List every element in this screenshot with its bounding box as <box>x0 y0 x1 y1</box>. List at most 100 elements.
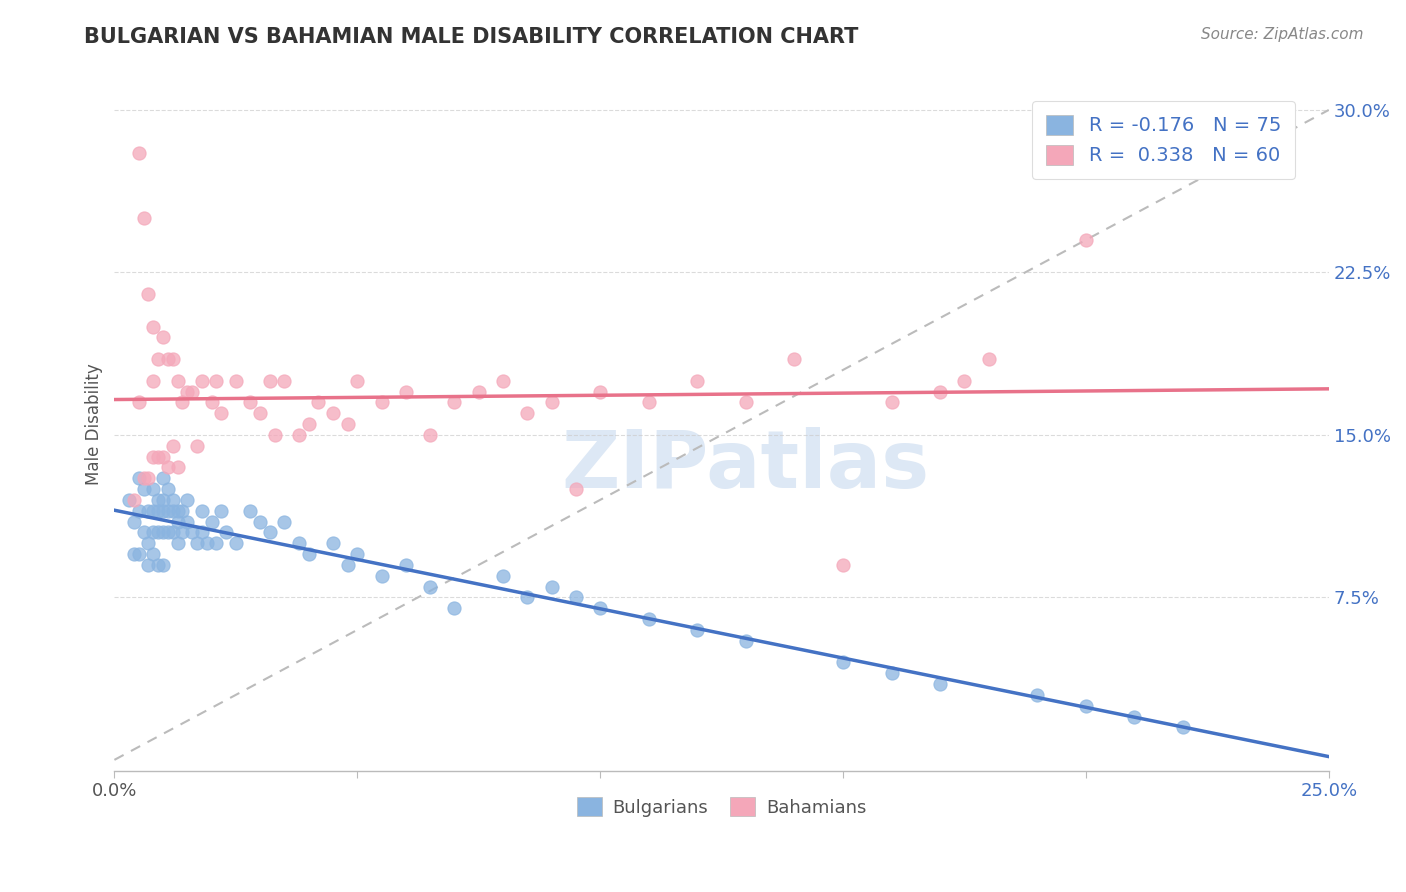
Point <box>122 492 145 507</box>
Point <box>288 536 311 550</box>
Point <box>516 406 538 420</box>
Point <box>176 515 198 529</box>
Point <box>492 568 515 582</box>
Point <box>128 504 150 518</box>
Point <box>322 406 344 420</box>
Point <box>1123 709 1146 723</box>
Point <box>128 395 150 409</box>
Text: Source: ZipAtlas.com: Source: ZipAtlas.com <box>1201 27 1364 42</box>
Point <box>225 374 247 388</box>
Point <box>152 330 174 344</box>
Point <box>370 568 392 582</box>
Point <box>166 374 188 388</box>
Point <box>146 558 169 572</box>
Point <box>142 547 165 561</box>
Point <box>156 460 179 475</box>
Point <box>162 525 184 540</box>
Point <box>977 352 1000 367</box>
Point <box>138 504 160 518</box>
Point <box>142 482 165 496</box>
Point <box>288 428 311 442</box>
Point <box>929 384 952 399</box>
Point <box>540 395 562 409</box>
Point <box>1171 720 1194 734</box>
Point <box>589 384 612 399</box>
Point <box>637 395 659 409</box>
Point <box>172 395 194 409</box>
Point <box>162 439 184 453</box>
Legend: Bulgarians, Bahamians: Bulgarians, Bahamians <box>569 790 873 824</box>
Point <box>273 374 295 388</box>
Point <box>783 352 806 367</box>
Point <box>132 525 155 540</box>
Point <box>565 591 588 605</box>
Point <box>419 580 441 594</box>
Point <box>686 623 709 637</box>
Y-axis label: Male Disability: Male Disability <box>86 363 103 485</box>
Point <box>346 374 368 388</box>
Point <box>953 374 976 388</box>
Text: BULGARIAN VS BAHAMIAN MALE DISABILITY CORRELATION CHART: BULGARIAN VS BAHAMIAN MALE DISABILITY CO… <box>84 27 859 46</box>
Point <box>1074 698 1097 713</box>
Point <box>162 352 184 367</box>
Point <box>166 460 188 475</box>
Point <box>298 417 321 431</box>
Point <box>176 492 198 507</box>
Point <box>128 146 150 161</box>
Point <box>142 319 165 334</box>
Point <box>181 525 204 540</box>
Point <box>200 395 222 409</box>
Point <box>122 547 145 561</box>
Point <box>146 525 169 540</box>
Point <box>307 395 329 409</box>
Point <box>929 677 952 691</box>
Point <box>191 374 214 388</box>
Point <box>156 482 179 496</box>
Point <box>156 525 179 540</box>
Point <box>734 633 756 648</box>
Point <box>166 515 188 529</box>
Point <box>880 395 903 409</box>
Point <box>336 558 359 572</box>
Point <box>156 504 179 518</box>
Point <box>146 492 169 507</box>
Point <box>419 428 441 442</box>
Point <box>209 406 232 420</box>
Point <box>370 395 392 409</box>
Point <box>832 656 855 670</box>
Point <box>138 536 160 550</box>
Point <box>122 515 145 529</box>
Point <box>191 504 214 518</box>
Point <box>467 384 489 399</box>
Point <box>205 536 228 550</box>
Point <box>128 547 150 561</box>
Point <box>152 471 174 485</box>
Point <box>200 515 222 529</box>
Point <box>443 395 465 409</box>
Point <box>273 515 295 529</box>
Point <box>162 504 184 518</box>
Point <box>181 384 204 399</box>
Point <box>239 504 262 518</box>
Point <box>239 395 262 409</box>
Point <box>205 374 228 388</box>
Point <box>259 374 281 388</box>
Point <box>152 525 174 540</box>
Point <box>138 471 160 485</box>
Point <box>249 515 271 529</box>
Point <box>138 287 160 301</box>
Point <box>832 558 855 572</box>
Point <box>298 547 321 561</box>
Point <box>132 471 155 485</box>
Point <box>589 601 612 615</box>
Point <box>142 374 165 388</box>
Point <box>263 428 285 442</box>
Point <box>637 612 659 626</box>
Point <box>176 384 198 399</box>
Point <box>516 591 538 605</box>
Point <box>395 384 418 399</box>
Point <box>186 536 208 550</box>
Point <box>540 580 562 594</box>
Point <box>191 525 214 540</box>
Point <box>1074 233 1097 247</box>
